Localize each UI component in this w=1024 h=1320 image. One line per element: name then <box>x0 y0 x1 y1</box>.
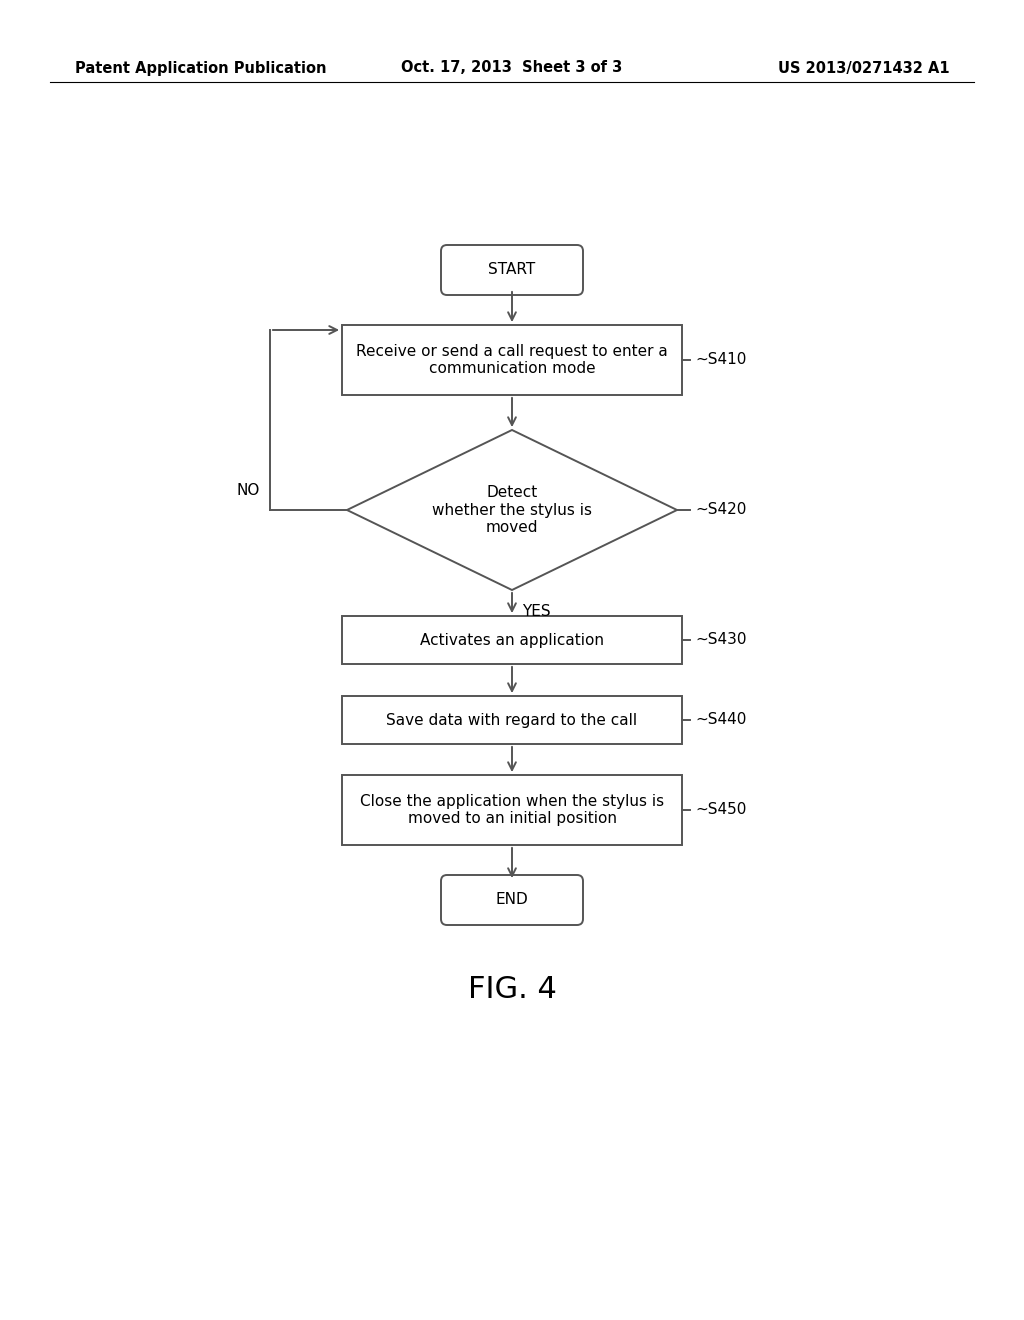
Text: ~S450: ~S450 <box>695 803 746 817</box>
Text: ~S430: ~S430 <box>695 632 746 648</box>
Text: Detect
whether the stylus is
moved: Detect whether the stylus is moved <box>432 486 592 535</box>
Text: END: END <box>496 892 528 908</box>
Text: NO: NO <box>237 483 260 498</box>
Polygon shape <box>347 430 677 590</box>
Text: ~S410: ~S410 <box>695 352 746 367</box>
Text: Close the application when the stylus is
moved to an initial position: Close the application when the stylus is… <box>360 793 664 826</box>
Text: Save data with regard to the call: Save data with regard to the call <box>386 713 638 727</box>
Text: Patent Application Publication: Patent Application Publication <box>75 61 327 75</box>
Text: Oct. 17, 2013  Sheet 3 of 3: Oct. 17, 2013 Sheet 3 of 3 <box>401 61 623 75</box>
Text: START: START <box>488 263 536 277</box>
FancyBboxPatch shape <box>441 246 583 294</box>
Text: FIG. 4: FIG. 4 <box>468 975 556 1005</box>
Text: US 2013/0271432 A1: US 2013/0271432 A1 <box>778 61 950 75</box>
Bar <box>342 696 682 744</box>
Text: YES: YES <box>522 605 551 619</box>
Text: ~S440: ~S440 <box>695 713 746 727</box>
Bar <box>342 616 682 664</box>
Bar <box>342 775 682 845</box>
Text: ~S420: ~S420 <box>695 503 746 517</box>
FancyBboxPatch shape <box>441 875 583 925</box>
Bar <box>342 325 682 395</box>
Text: Activates an application: Activates an application <box>420 632 604 648</box>
Text: Receive or send a call request to enter a
communication mode: Receive or send a call request to enter … <box>356 343 668 376</box>
